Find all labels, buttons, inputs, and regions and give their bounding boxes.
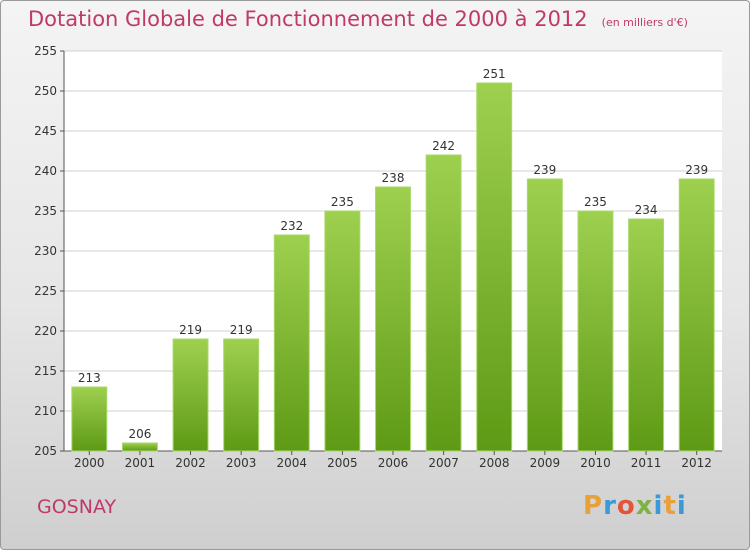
y-tick-label: 250 bbox=[34, 84, 57, 98]
x-tick-label: 2001 bbox=[125, 456, 156, 470]
x-tick-label: 2006 bbox=[378, 456, 409, 470]
x-tick-label: 2011 bbox=[631, 456, 662, 470]
x-tick-label: 2010 bbox=[580, 456, 611, 470]
chart-title-text: Dotation Globale de Fonctionnement de 20… bbox=[28, 7, 588, 31]
bar bbox=[425, 154, 462, 452]
x-tick-label: 2012 bbox=[681, 456, 712, 470]
x-tick-label: 2002 bbox=[175, 456, 206, 470]
bar bbox=[324, 210, 361, 452]
y-tick-label: 220 bbox=[34, 324, 57, 338]
plot-area: 205 210 215 220 225 230 235 240 245 250 255 213 2000… bbox=[34, 44, 722, 470]
data-label: 213 bbox=[78, 371, 101, 385]
logo-letter: x bbox=[635, 491, 654, 521]
data-label: 242 bbox=[432, 139, 455, 153]
y-tick-label: 205 bbox=[34, 444, 57, 458]
data-label: 234 bbox=[635, 203, 658, 217]
data-label: 238 bbox=[382, 171, 405, 185]
y-tick-label: 210 bbox=[34, 404, 57, 418]
x-tick-label: 2000 bbox=[74, 456, 105, 470]
data-label: 239 bbox=[685, 163, 708, 177]
y-tick-label: 230 bbox=[34, 244, 57, 258]
x-tick-label: 2009 bbox=[530, 456, 561, 470]
logo-letter: P bbox=[583, 491, 604, 521]
bar bbox=[526, 178, 563, 452]
y-tick-label: 215 bbox=[34, 364, 57, 378]
logo-letter: i bbox=[676, 491, 687, 521]
y-tick-label: 225 bbox=[34, 284, 57, 298]
data-label: 251 bbox=[483, 67, 506, 81]
data-label: 239 bbox=[533, 163, 556, 177]
x-tick-label: 2005 bbox=[327, 456, 358, 470]
bar bbox=[577, 210, 614, 452]
bar bbox=[678, 178, 715, 452]
x-tick-label: 2008 bbox=[479, 456, 510, 470]
bar bbox=[71, 386, 108, 452]
y-tick-label: 235 bbox=[34, 204, 57, 218]
chart-unit: (en milliers d'€) bbox=[601, 16, 688, 29]
bar bbox=[628, 218, 665, 452]
x-tick-label: 2004 bbox=[276, 456, 307, 470]
data-label: 219 bbox=[230, 323, 253, 337]
data-label: 235 bbox=[331, 195, 354, 209]
bar bbox=[375, 186, 411, 452]
data-label: 232 bbox=[280, 219, 303, 233]
bar bbox=[476, 82, 513, 452]
commune-name: GOSNAY bbox=[37, 496, 117, 518]
logo-letter: r bbox=[603, 491, 617, 521]
y-tick-label: 245 bbox=[34, 124, 57, 138]
y-tick-label: 240 bbox=[34, 164, 57, 178]
y-tick-label: 255 bbox=[34, 44, 57, 58]
chart-title: Dotation Globale de Fonctionnement de 20… bbox=[28, 7, 688, 31]
data-label: 206 bbox=[128, 427, 151, 441]
logo-letter: o bbox=[616, 491, 636, 521]
x-tick-label: 2003 bbox=[226, 456, 257, 470]
bar bbox=[172, 338, 209, 452]
data-label: 219 bbox=[179, 323, 202, 337]
bar bbox=[223, 338, 260, 452]
data-label: 235 bbox=[584, 195, 607, 209]
logo-letter: t bbox=[663, 491, 677, 521]
logo-letter: i bbox=[653, 491, 664, 521]
x-tick-label: 2007 bbox=[428, 456, 459, 470]
bar bbox=[121, 442, 158, 452]
proxiti-logo[interactable]: Proxiti bbox=[583, 491, 687, 521]
bar bbox=[273, 234, 310, 452]
